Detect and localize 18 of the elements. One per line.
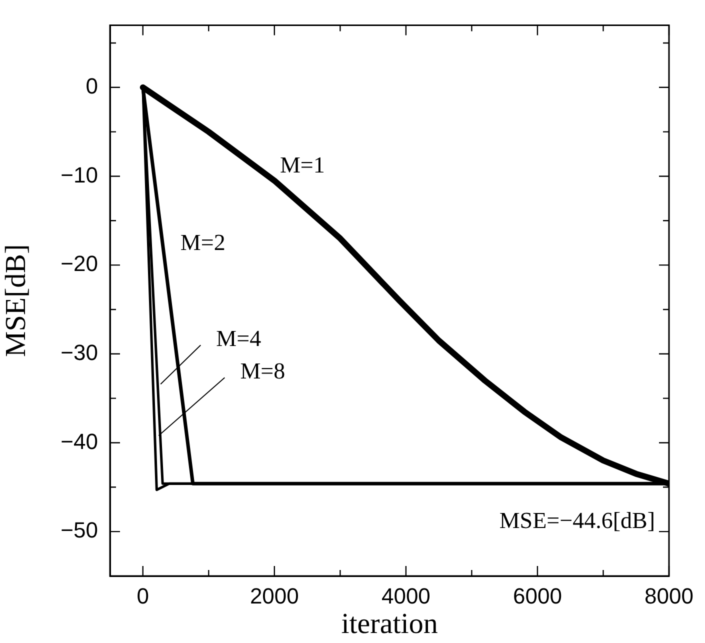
y-tick-label: −10 (60, 162, 98, 188)
x-tick-label: 8000 (644, 583, 694, 608)
annotation: MSE=−44.6[dB] (499, 508, 655, 534)
x-axis-title: iteration (341, 608, 438, 640)
annotation: M=8 (240, 358, 286, 384)
y-tick-label: −40 (60, 428, 98, 454)
x-tick-label: 0 (136, 583, 150, 608)
x-tick-label: 6000 (512, 583, 562, 608)
y-tick-label: −30 (60, 340, 98, 365)
y-tick-label: −20 (60, 251, 98, 276)
y-axis-title: MSE[dB] (0, 244, 32, 357)
y-tick-label: 0 (86, 73, 98, 98)
series-label: M=2 (180, 230, 226, 255)
x-tick-label: 4000 (381, 583, 430, 608)
annotation: M=4 (216, 326, 262, 352)
x-tick-label: 2000 (250, 583, 299, 608)
series-label: M=1 (280, 152, 325, 178)
y-tick-label: −50 (60, 518, 98, 543)
